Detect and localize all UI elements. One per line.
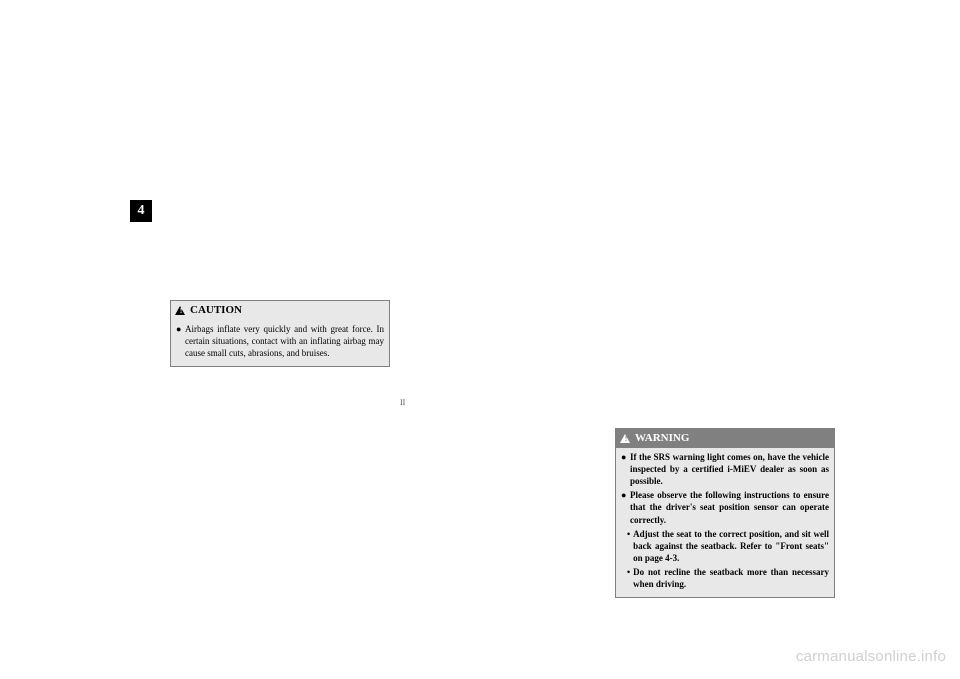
bullet-icon: ● <box>176 323 181 359</box>
caution-box-container: ! CAUTION ● Airbags inflate very quickly… <box>170 300 390 367</box>
caution-body: ● Airbags inflate very quickly and with … <box>171 320 389 366</box>
warning-callout: ! WARNING ● If the SRS warning light com… <box>615 428 835 598</box>
bullet-icon: ● <box>621 489 626 525</box>
caution-callout: ! CAUTION ● Airbags inflate very quickly… <box>170 300 390 367</box>
caution-header-text: CAUTION <box>190 303 242 318</box>
warning-subbullet-2: • Do not recline the seatback more than … <box>627 566 829 590</box>
warning-box-container: ! WARNING ● If the SRS warning light com… <box>615 428 835 598</box>
caution-header: ! CAUTION <box>171 301 389 320</box>
warning-header: ! WARNING <box>616 429 834 448</box>
warning-subbullet-2-text: Do not recline the seatback more than ne… <box>633 566 829 590</box>
warning-triangle-icon: ! <box>620 433 632 443</box>
side-margin <box>130 50 140 580</box>
warning-header-text: WARNING <box>635 431 689 446</box>
caution-bullet: ● Airbags inflate very quickly and with … <box>176 323 384 359</box>
chapter-tab: 4 <box>130 200 152 222</box>
warning-subbullet-1-text: Adjust the seat to the correct position,… <box>633 528 829 564</box>
caution-triangle-icon: ! <box>175 305 187 315</box>
warning-subbullet-1: • Adjust the seat to the correct positio… <box>627 528 829 564</box>
page-marker: II <box>400 398 405 407</box>
watermark-text: carmanualsonline.info <box>796 648 946 665</box>
warning-bullet-2: ● Please observe the following instructi… <box>621 489 829 525</box>
caution-bullet-text: Airbags inflate very quickly and with gr… <box>185 323 384 359</box>
warning-bullet-1-text: If the SRS warning light comes on, have … <box>630 451 829 487</box>
warning-body: ● If the SRS warning light comes on, hav… <box>616 448 834 598</box>
bullet-icon: ● <box>621 451 626 487</box>
subbullet-icon: • <box>627 566 630 590</box>
warning-bullet-1: ● If the SRS warning light comes on, hav… <box>621 451 829 487</box>
subbullet-icon: • <box>627 528 630 564</box>
warning-bullet-2-text: Please observe the following instruction… <box>630 489 829 525</box>
